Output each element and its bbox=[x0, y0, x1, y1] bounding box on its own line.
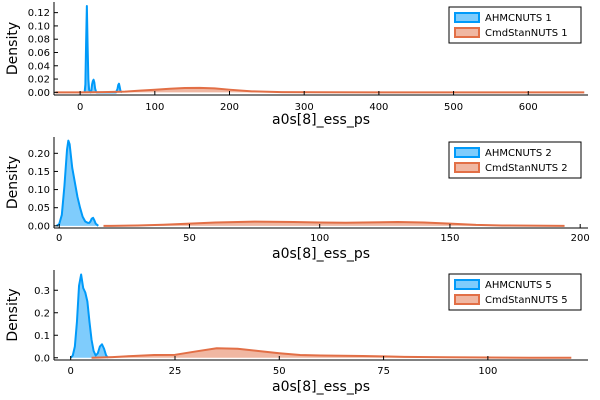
legend-entry: AHMCNUTS 1 bbox=[485, 13, 552, 24]
series-line-3-2 bbox=[91, 347, 572, 359]
y-tick-label: 0.2 bbox=[34, 308, 50, 319]
y-axis-label: Density bbox=[5, 22, 21, 75]
y-tick-label: 0.00 bbox=[28, 221, 50, 232]
legend-swatch bbox=[454, 12, 480, 23]
series-area-3-2 bbox=[91, 348, 572, 358]
legend-swatch bbox=[454, 162, 480, 173]
chart-panel-1: 0.00 0.02 0.04 0.06 0.08 0.10 0.12 0 100 200 300 40… bbox=[5, 2, 588, 128]
y-axis-label: Density bbox=[5, 156, 21, 209]
series-line-3-1 bbox=[69, 273, 109, 359]
x-tick-label: 500 bbox=[444, 102, 463, 113]
y-tick-label: 0.00 bbox=[28, 88, 50, 99]
x-tick-label: 100 bbox=[145, 102, 164, 113]
legend-swatch bbox=[454, 147, 480, 158]
x-tick-label: 200 bbox=[571, 233, 590, 244]
y-tick-label: 0.05 bbox=[28, 203, 50, 214]
y-tick-label: 0.10 bbox=[28, 21, 50, 32]
legend-entry: CmdStanNUTS 1 bbox=[485, 28, 568, 39]
x-tick-label: 150 bbox=[440, 233, 459, 244]
x-axis-label: a0s[8]_ess_ps bbox=[272, 246, 370, 262]
x-tick-label: 400 bbox=[369, 102, 388, 113]
x-tick-label: 25 bbox=[169, 366, 182, 377]
y-tick-label: 0.04 bbox=[28, 61, 50, 72]
series-line-1-1 bbox=[83, 4, 123, 94]
y-tick-label: 0.15 bbox=[28, 167, 50, 178]
x-axis-label: a0s[8]_ess_ps bbox=[272, 112, 370, 128]
legend-swatch bbox=[454, 27, 480, 38]
legend: AHMCNUTS 1 CmdStanNUTS 1 bbox=[448, 6, 582, 44]
series-line-2-1 bbox=[56, 139, 99, 227]
chart-panel-2: 0.00 0.05 0.10 0.15 0.20 0 50 100 150 200 a0s[8]_e… bbox=[5, 137, 590, 262]
series-area-1-1 bbox=[84, 5, 122, 93]
y-tick-label: 0.08 bbox=[28, 35, 50, 46]
legend-entry: CmdStanNUTS 2 bbox=[485, 163, 568, 174]
x-tick-label: 50 bbox=[183, 233, 196, 244]
y-tick-label: 0.3 bbox=[34, 286, 50, 297]
legend: AHMCNUTS 2 CmdStanNUTS 2 bbox=[448, 141, 582, 179]
x-tick-label: 600 bbox=[519, 102, 538, 113]
x-tick-label: 0 bbox=[56, 233, 62, 244]
chart-panel-3: 0.0 0.1 0.2 0.3 0 25 50 75 100 a0s[8]_ess_ps Densi… bbox=[5, 270, 588, 395]
legend-entry: CmdStanNUTS 5 bbox=[485, 295, 568, 306]
y-tick-label: 0.20 bbox=[28, 149, 50, 160]
series-line-2-2 bbox=[103, 220, 565, 227]
x-tick-label: 75 bbox=[377, 366, 390, 377]
y-tick-label: 0.12 bbox=[28, 8, 50, 19]
x-tick-label: 100 bbox=[310, 233, 329, 244]
x-tick-label: 0 bbox=[68, 366, 74, 377]
x-tick-label: 200 bbox=[220, 102, 239, 113]
x-tick-label: 50 bbox=[273, 366, 286, 377]
legend-swatch bbox=[454, 294, 480, 305]
x-tick-label: 100 bbox=[478, 366, 497, 377]
y-tick-label: 0.06 bbox=[28, 48, 50, 59]
y-tick-label: 0.0 bbox=[34, 353, 50, 364]
series-area-3-1 bbox=[70, 274, 109, 358]
legend-entry: AHMCNUTS 2 bbox=[485, 148, 552, 159]
x-tick-label: 300 bbox=[295, 102, 314, 113]
y-axis-label: Density bbox=[5, 288, 21, 341]
y-tick-label: 0.10 bbox=[28, 185, 50, 196]
series-line-1-2 bbox=[55, 86, 585, 94]
x-axis-label: a0s[8]_ess_ps bbox=[272, 379, 370, 395]
legend-entry: AHMCNUTS 5 bbox=[485, 280, 552, 291]
legend: AHMCNUTS 5 CmdStanNUTS 5 bbox=[448, 273, 582, 311]
legend-swatch bbox=[454, 279, 480, 290]
x-tick-label: 0 bbox=[77, 102, 83, 113]
y-tick-label: 0.02 bbox=[28, 75, 50, 86]
y-tick-label: 0.1 bbox=[34, 331, 50, 342]
